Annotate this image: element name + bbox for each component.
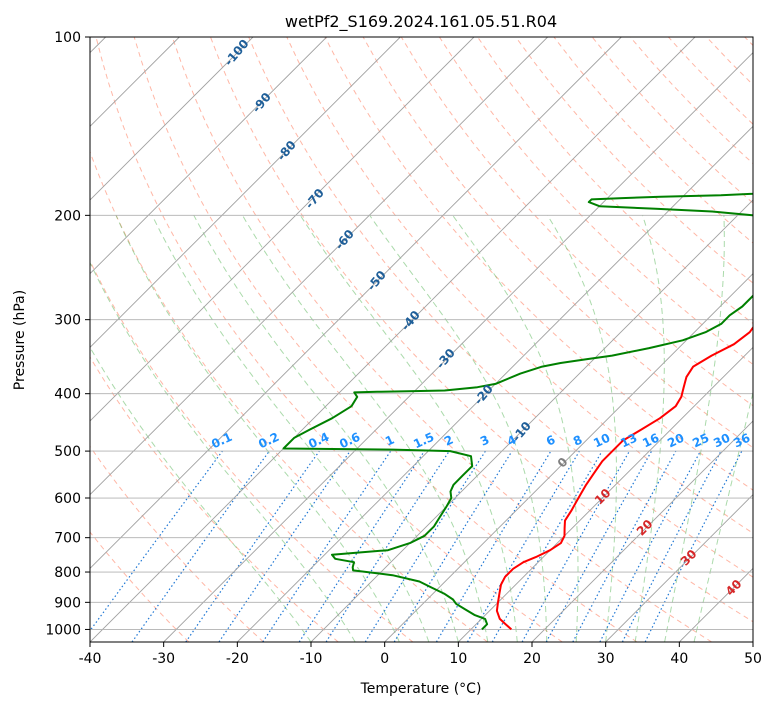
x-tick-label: -30	[152, 651, 175, 667]
y-tick-label: 600	[54, 491, 81, 507]
mixing-ratio-label: 20	[665, 431, 686, 451]
moist-adiabat-line	[115, 215, 400, 642]
y-tick-label: 300	[54, 313, 81, 329]
y-tick-label: 700	[54, 531, 81, 547]
moist-adiabat-line	[90, 261, 356, 642]
moist-adiabat-line	[547, 215, 617, 642]
mixing-ratio-label: 36	[731, 431, 752, 451]
dewpoint-profile-line	[282, 192, 753, 631]
isotherm-line	[531, 420, 753, 642]
mixing-ratio-line	[218, 450, 351, 642]
mixing-ratio-line	[298, 450, 425, 642]
moist-adiabat-line	[452, 215, 579, 642]
mixing-ratio-line	[90, 450, 223, 632]
moist-adiabat-line	[369, 215, 548, 642]
y-tick-label: 900	[54, 595, 81, 611]
y-tick-label: 1000	[45, 622, 81, 638]
y-tick-label: 400	[54, 387, 81, 403]
x-tick-label: -10	[300, 651, 323, 667]
mixing-ratio-line	[131, 450, 270, 642]
dry-adiabat-line	[515, 37, 753, 284]
isotherm-line	[458, 346, 753, 642]
x-tick-label: 40	[670, 651, 688, 667]
moist-adiabat-line	[151, 215, 430, 642]
mixing-ratio-line	[393, 450, 513, 642]
isotherm-line	[90, 37, 475, 422]
y-tick-label: 200	[54, 208, 81, 224]
x-tick-label: -20	[226, 651, 249, 667]
isotherm-line	[163, 52, 753, 642]
temperature-profile-line	[495, 325, 753, 631]
mixing-ratio-line	[325, 450, 450, 642]
mixing-ratio-line	[185, 450, 320, 642]
mixing-ratio-line	[262, 450, 392, 642]
x-tick-label: 50	[744, 651, 762, 667]
dry-adiabat-line	[90, 356, 339, 642]
dry-adiabat-line	[90, 531, 190, 642]
profiles	[282, 192, 753, 631]
moist-adiabat-line	[90, 346, 312, 642]
mixing-ratio-line	[572, 450, 677, 642]
isotherm-line	[90, 37, 622, 569]
chart-title: wetPf2_S169.2024.161.05.51.R04	[285, 12, 557, 32]
dry-adiabat-line	[171, 37, 712, 642]
mixing-ratio-line	[521, 450, 631, 642]
plot-area	[90, 37, 753, 642]
axis-ticks: -40 -30 -20 -10 0 10 20 30 40 50 100 200 300 400 500 60…	[45, 30, 762, 667]
y-tick-label: 500	[54, 444, 81, 460]
x-tick-label: 20	[523, 651, 541, 667]
isotherm-line	[752, 641, 753, 642]
dry-adiabat-line	[438, 37, 753, 366]
isotherm-line	[90, 37, 327, 275]
isotherm-line	[605, 494, 753, 642]
x-tick-label: 10	[449, 651, 467, 667]
x-tick-label: -40	[79, 651, 102, 667]
mixing-ratio-label: 13	[618, 431, 639, 451]
dry-adiabat-line	[210, 37, 753, 623]
x-tick-label: 0	[380, 651, 389, 667]
plot-frame	[89, 36, 754, 643]
isotherm-line	[90, 37, 401, 348]
dry-adiabat-line	[400, 37, 753, 407]
dry-adiabat-line	[95, 37, 563, 642]
mixing-ratio-line	[644, 450, 743, 642]
x-axis-label: Temperature (°C)	[360, 681, 482, 697]
y-tick-label: 800	[54, 565, 81, 581]
isotherm-line	[237, 125, 753, 642]
dry-adiabat-line	[248, 37, 753, 578]
isotherm-line	[90, 37, 548, 496]
y-tick-label: 100	[54, 30, 81, 46]
mixing-ratio-label: 16	[640, 431, 661, 451]
y-axis-label: Pressure (hPa)	[12, 290, 28, 390]
dry-adiabat-line	[90, 150, 488, 642]
mixing-ratio-label: 10	[591, 431, 612, 451]
x-tick-label: 30	[597, 651, 615, 667]
moist-adiabat-line	[193, 215, 459, 642]
dry-adiabat-line	[133, 37, 638, 642]
mixing-ratio-label: 25	[690, 431, 711, 451]
mixing-ratio-label: 30	[711, 431, 732, 451]
dry-adiabat-line	[90, 445, 264, 642]
isotherm-line	[90, 37, 254, 201]
mixing-ratio-line	[545, 450, 653, 642]
moist-adiabat-line	[634, 215, 665, 642]
isotherm-line	[90, 37, 696, 642]
